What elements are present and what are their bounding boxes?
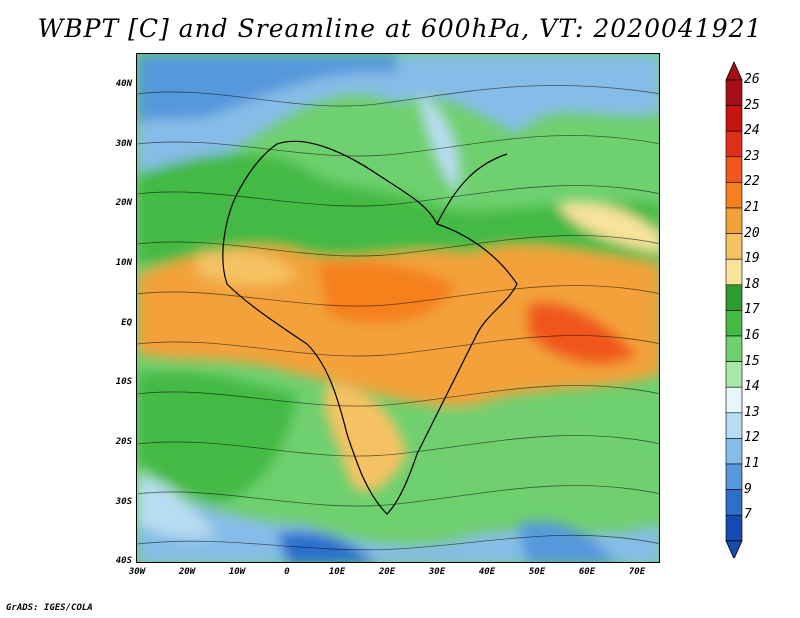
colorbar-tick-label: 14: [744, 379, 760, 395]
colorbar-swatch: [725, 463, 743, 490]
colorbar-swatch: [725, 258, 743, 286]
lat-label-20n: 20N: [115, 198, 132, 208]
colorbar-swatch: [725, 386, 743, 414]
colorbar-tick-label: 15: [744, 353, 760, 369]
colorbar-swatch: [725, 207, 743, 234]
lat-label-40n: 40N: [115, 79, 132, 89]
colorbar-tick-label: 12: [744, 430, 760, 446]
credit-text: GrADS: IGES/COLA: [6, 603, 93, 613]
colorbar-top-arrow: [725, 61, 743, 81]
colorbar-tick-label: 11: [744, 456, 760, 471]
lon-label-20e: 20E: [378, 567, 396, 577]
colorbar-tick-label: 13: [744, 404, 760, 420]
colorbar-tick-label: 20: [744, 225, 760, 241]
colorbar-tick-label: 7: [744, 507, 752, 523]
lat-label-30n: 30N: [115, 139, 132, 149]
colorbar-swatch: [725, 514, 743, 542]
colorbar-tick-label: 26: [744, 72, 760, 87]
map-title: WBPT [C] and Sreamline at 600hPa, VT: 20…: [37, 14, 763, 43]
colorbar-tick-label: 18: [744, 276, 760, 292]
colorbar-tick-label: 21: [744, 200, 760, 215]
colorbar-tick-label: 19: [744, 251, 760, 267]
colorbar-swatch: [725, 438, 743, 465]
lat-label-10s: 10S: [115, 377, 132, 387]
lon-label-0: 0: [284, 567, 290, 577]
colorbar: [725, 61, 743, 558]
lon-label-20w: 20W: [178, 567, 196, 577]
colorbar-swatch: [725, 412, 743, 439]
colorbar-swatch: [725, 130, 743, 158]
map-plot-area: [136, 53, 660, 563]
lat-label-30s: 30S: [115, 497, 132, 507]
colorbar-tick-label: 16: [744, 328, 760, 343]
colorbar-bottom-arrow: [725, 540, 743, 558]
wbpt-field: [137, 54, 659, 562]
colorbar-tick-label: 24: [744, 123, 760, 139]
colorbar-tick-label: 22: [744, 174, 760, 190]
lon-label-40e: 40E: [478, 567, 496, 577]
colorbar-swatch: [725, 489, 743, 516]
colorbar-swatch: [725, 156, 743, 183]
colorbar-swatch: [725, 105, 743, 132]
lon-label-50e: 50E: [528, 567, 546, 577]
lat-label-20s: 20S: [115, 437, 132, 447]
colorbar-swatch: [725, 79, 743, 106]
colorbar-tick-label: 17: [744, 302, 760, 318]
lat-label-10n: 10N: [115, 258, 132, 268]
colorbar-swatch: [725, 233, 743, 260]
lon-label-10w: 10W: [228, 567, 246, 577]
lon-label-30w: 30W: [128, 567, 146, 577]
colorbar-swatch: [725, 335, 743, 362]
colorbar-swatch: [725, 182, 743, 209]
colorbar-tick-label: 25: [744, 97, 760, 113]
lon-label-10e: 10E: [328, 567, 346, 577]
lat-label-eq: EQ: [121, 318, 132, 328]
colorbar-swatch: [725, 284, 743, 311]
colorbar-swatch: [725, 361, 743, 388]
lon-label-30e: 30E: [428, 567, 446, 577]
colorbar-tick-label: 9: [744, 481, 752, 497]
colorbar-tick-label: 23: [744, 148, 760, 164]
lon-label-70e: 70E: [628, 567, 646, 577]
lon-label-60e: 60E: [578, 567, 596, 577]
colorbar-swatch: [725, 310, 743, 337]
lat-label-40s: 40S: [115, 556, 132, 566]
